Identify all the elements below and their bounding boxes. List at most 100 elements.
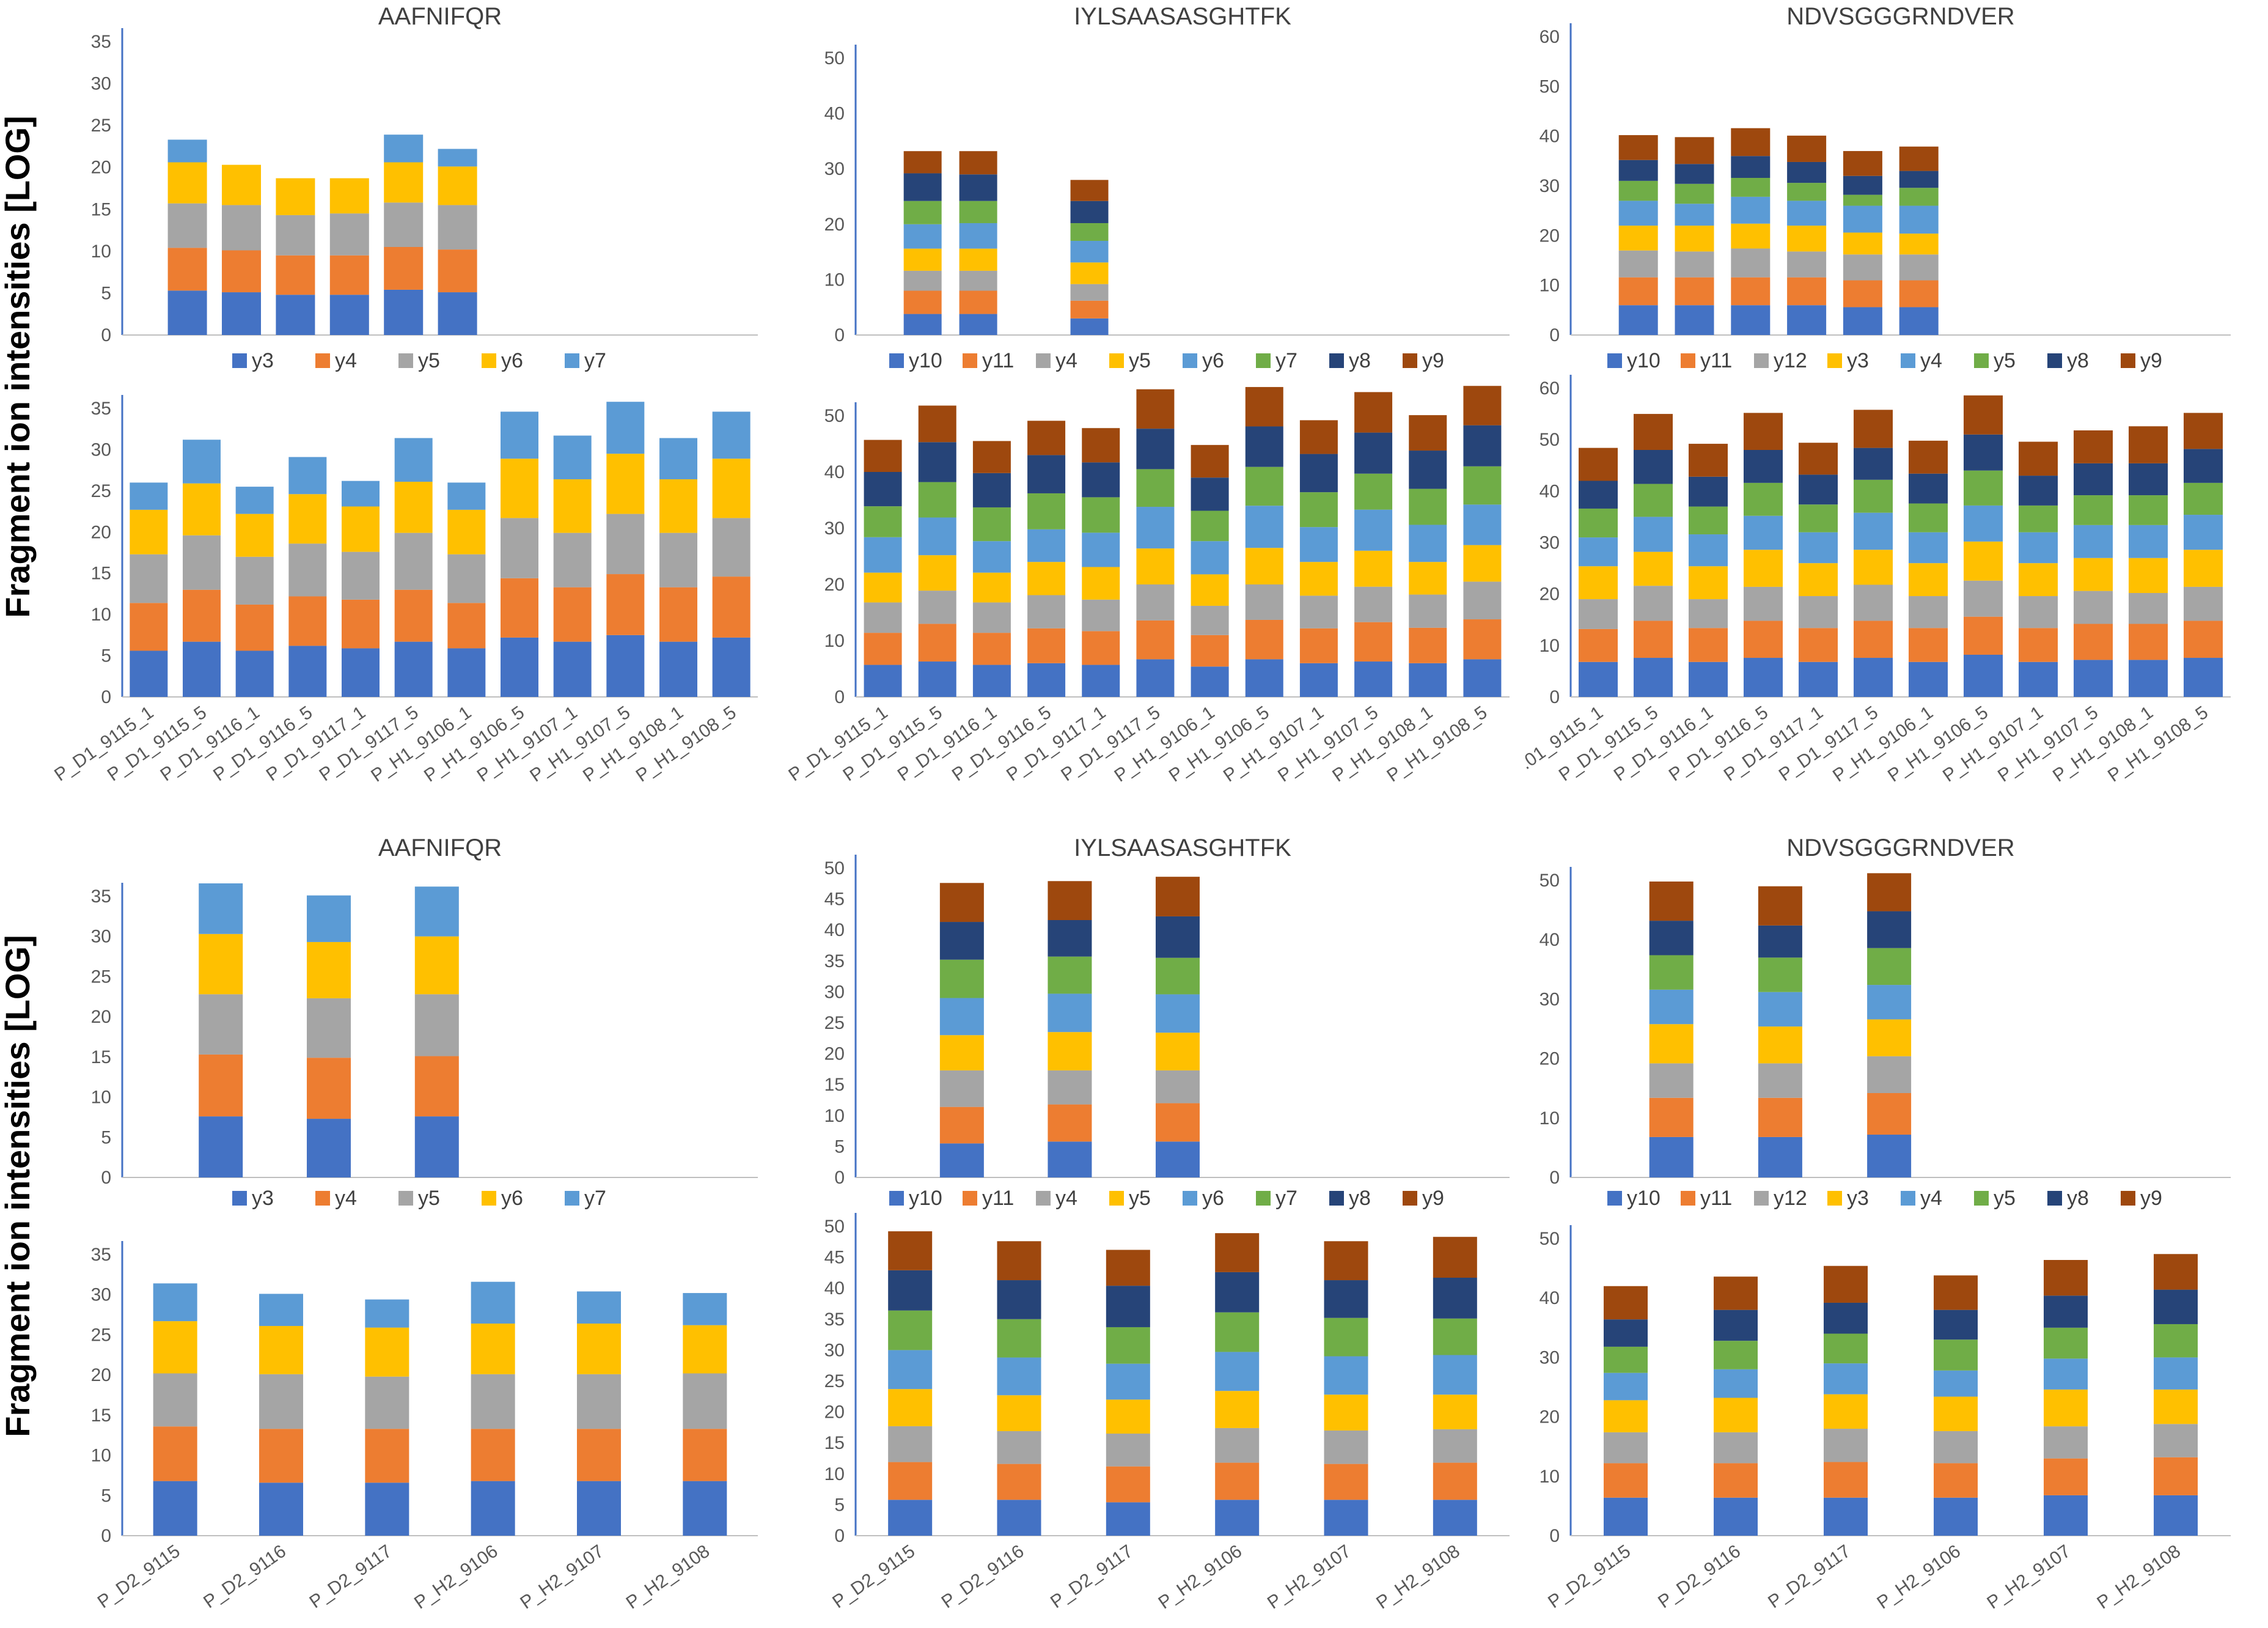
bar-segment-y7: [712, 411, 750, 459]
chart-C1: NDVSGGGRNDVER 0 10 20 30 40 50 60: [1540, 3, 2231, 345]
bar-segment-y4: [1324, 1430, 1368, 1464]
bar-segment-y10: [2019, 661, 2058, 697]
bar-segment-y6: [1070, 240, 1109, 263]
bar-segment-y7: [501, 411, 538, 459]
bar-segment-y12: [1899, 254, 1939, 281]
bar-segment-y10: [1324, 1500, 1368, 1536]
bar-segment-y9: [972, 441, 1011, 473]
y-tick-label: 10: [824, 1464, 845, 1484]
bar-segment-y8: [1136, 429, 1175, 470]
bar-segment-y11: [1324, 1464, 1368, 1500]
bar-segment-y3: [1689, 566, 1728, 600]
bar-segment-y3: [365, 1483, 409, 1536]
bar-segment-y3: [183, 641, 221, 697]
bar-segment-y5: [959, 248, 997, 271]
bar-segment-y8: [1899, 171, 1939, 188]
bar-segment-y4: [683, 1429, 727, 1481]
legend-label-y12: y12: [1774, 349, 1807, 372]
y-tick-label: 25: [91, 1325, 111, 1345]
bar-segment-y11: [1136, 620, 1175, 660]
bar-segment-y4: [235, 604, 274, 651]
legend-label-y4: y4: [1055, 1187, 1077, 1210]
bar-segment-y7: [959, 201, 997, 223]
bar-segment-y4: [997, 1431, 1041, 1464]
bar-segment-y9: [1618, 135, 1658, 160]
chart-title: NDVSGGGRNDVER: [1786, 834, 2014, 861]
bar-segment-y6: [972, 541, 1011, 573]
bar-segment-y4: [342, 599, 380, 649]
bar-segment-y6: [1354, 509, 1393, 551]
legend-label-y8: y8: [1349, 349, 1371, 372]
bar-segment-y12: [2184, 586, 2223, 621]
bar-segment-y8: [1854, 448, 1893, 480]
bar-segment-y5: [1324, 1394, 1368, 1431]
bar-segment-y3: [1579, 566, 1618, 600]
legend-label-y6: y6: [501, 349, 523, 372]
bar-segment-y11: [1245, 619, 1283, 660]
bar-segment-y10: [972, 665, 1011, 697]
bar-segment-y3: [1649, 1024, 1694, 1064]
bar-segment-y4: [384, 247, 424, 290]
y-tick-label: 30: [824, 159, 845, 179]
bar-segment-y5: [712, 518, 750, 577]
legend-swatch-y9: [1403, 353, 1417, 368]
bar-segment-y8: [1799, 474, 1838, 505]
bar-segment-y3: [1618, 226, 1658, 251]
bar-segment-y3: [1854, 550, 1893, 585]
y-tick-label: 20: [91, 1365, 111, 1385]
bar-segment-y4: [903, 270, 942, 291]
bar-segment-y9: [1027, 421, 1066, 455]
bar-segment-y7: [471, 1281, 515, 1324]
legend-swatch-y7: [565, 1191, 579, 1206]
bar-segment-y3: [1899, 234, 1939, 255]
bar-segment-y8: [864, 472, 902, 507]
bar-segment-y4: [1299, 595, 1338, 628]
bar-segment-y7: [606, 402, 645, 454]
bar-segment-y10: [2129, 660, 2168, 697]
bar-segment-y3: [1731, 223, 1771, 249]
bar-segment-y3: [1758, 1026, 1802, 1064]
bar-segment-y6: [1082, 532, 1120, 567]
bar-segment-y5: [1048, 1032, 1092, 1070]
bar-segment-y12: [2019, 596, 2058, 628]
y-tick-label: 0: [1549, 1168, 1560, 1188]
bar-segment-y11: [1579, 628, 1618, 662]
bar-segment-y6: [199, 934, 243, 995]
legend-label-y3: y3: [1847, 1187, 1869, 1210]
bar-segment-y8: [1689, 476, 1728, 507]
bar-segment-y4: [1899, 205, 1939, 234]
bar-segment-y11: [1409, 627, 1447, 663]
bar-segment-y11: [1689, 628, 1728, 662]
bar-segment-y5: [577, 1374, 621, 1429]
bar-segment-y4: [1433, 1429, 1477, 1463]
bar-segment-y7: [342, 481, 380, 507]
bar-segment-y9: [918, 405, 956, 443]
bar-segment-y9: [997, 1241, 1041, 1281]
chart-D2: 0 5 10 15 20 25 30 35 P_D2_9115 P_D2_9116 P_D2_911…: [91, 1187, 758, 1613]
bar-segment-y8: [1934, 1309, 1978, 1340]
y-tick-label: 40: [1540, 930, 1560, 950]
bar-segment-y4: [199, 1054, 243, 1117]
bar-segment-y9: [1409, 415, 1447, 451]
bar-segment-y3: [1675, 226, 1714, 252]
legend-swatch-y5: [398, 1191, 413, 1206]
bar-segment-y10: [1634, 658, 1673, 697]
legend-swatch-y7: [1256, 353, 1271, 368]
bar-segment-y8: [1324, 1280, 1368, 1318]
y-tick-label: 50: [1540, 1229, 1560, 1249]
bar-segment-y7: [259, 1294, 303, 1326]
legend-swatch-y12: [1754, 1191, 1769, 1206]
bar-segment-y11: [2074, 624, 2113, 660]
bar-segment-y3: [1787, 226, 1827, 252]
y-tick-label: 40: [1540, 1288, 1560, 1308]
bar-segment-y4: [501, 578, 538, 638]
bar-segment-y3: [222, 292, 261, 335]
legend-label-y4: y4: [335, 1187, 357, 1210]
chart-C2: 0102030405060.01_9115_1P_D1_9115_5P_D1_9…: [1517, 349, 2231, 786]
y-tick-label: 15: [91, 1047, 111, 1067]
bar-segment-y5: [1155, 1033, 1200, 1070]
bar-segment-y9: [1299, 420, 1338, 454]
legend-swatch-y7: [565, 353, 579, 368]
bar-segment-y6: [235, 514, 274, 557]
